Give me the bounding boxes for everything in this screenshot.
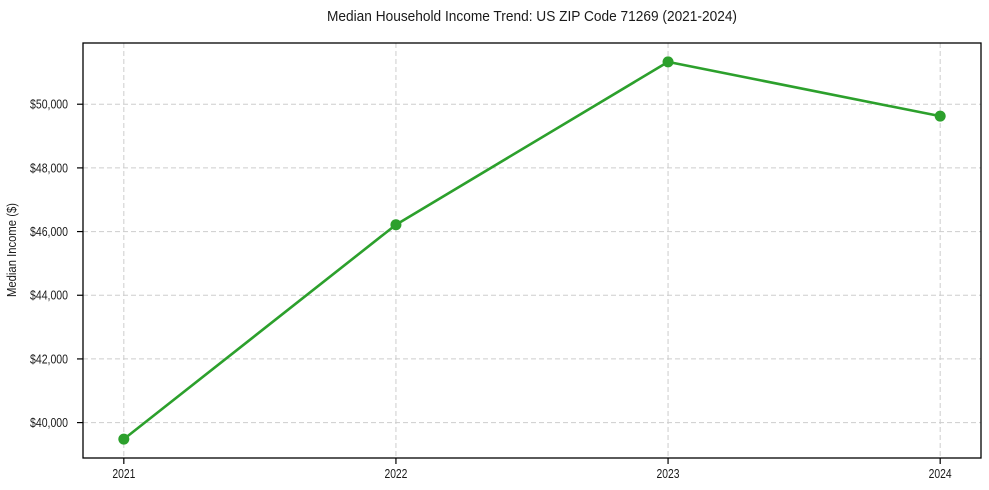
data-point	[662, 56, 674, 68]
y-tick-label: $42,000	[30, 351, 68, 366]
data-point	[118, 433, 130, 445]
y-tick-label: $44,000	[30, 288, 68, 303]
chart-title: Median Household Income Trend: US ZIP Co…	[327, 9, 737, 25]
y-tick-label: $48,000	[30, 160, 68, 175]
axes-layer: $40,000 $42,000 $44,000 $46,000 $48,000 $50,0…	[30, 42, 982, 481]
grid-layer	[83, 43, 981, 458]
data-layer	[118, 56, 946, 445]
y-axis-label: Median Income ($)	[4, 203, 19, 297]
x-tick-label: 2022	[384, 466, 407, 481]
data-point	[390, 219, 402, 231]
x-tick-label: 2024	[929, 466, 952, 481]
data-point	[934, 110, 946, 122]
x-tick-label: 2023	[657, 466, 680, 481]
y-tick-label: $50,000	[30, 97, 68, 112]
x-tick-label: 2021	[112, 466, 135, 481]
trend-line	[122, 60, 942, 441]
y-tick-label: $40,000	[30, 415, 68, 430]
y-tick-label: $46,000	[30, 224, 68, 239]
plot-border	[82, 42, 982, 459]
